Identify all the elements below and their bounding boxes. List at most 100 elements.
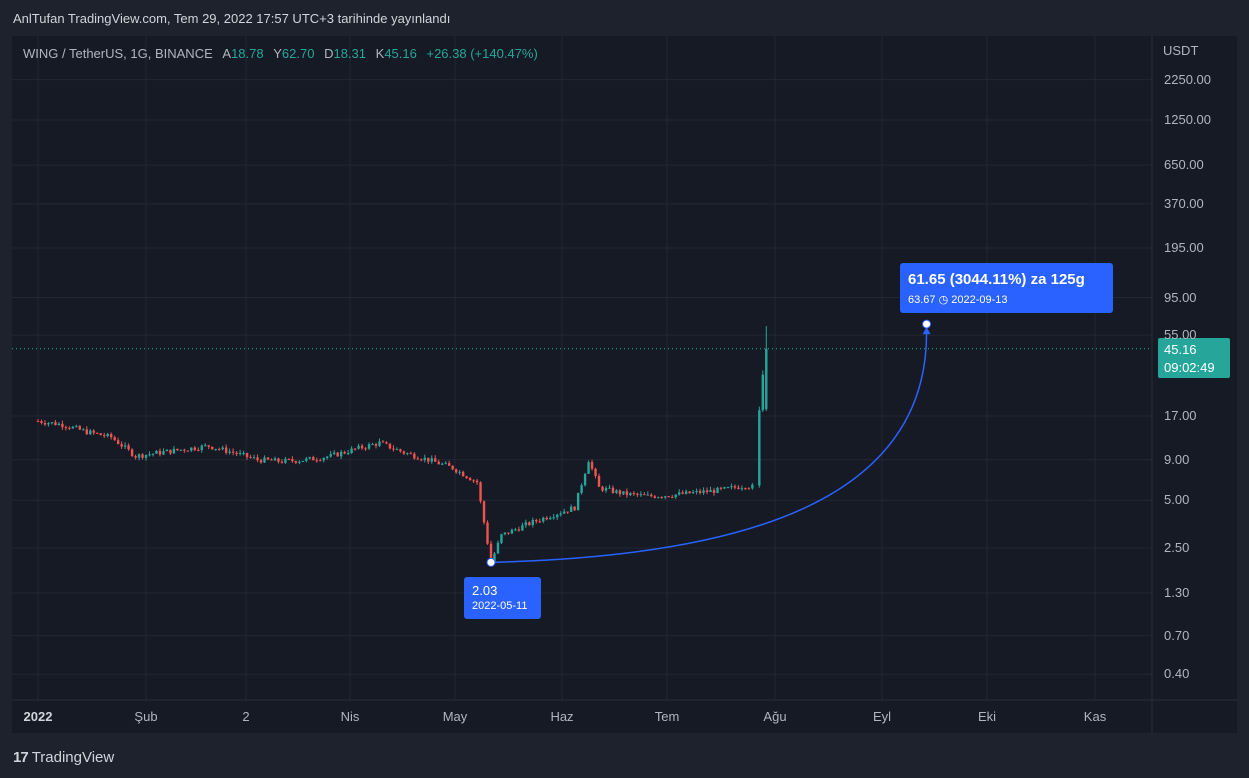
candle-body — [420, 459, 423, 461]
candle-body — [489, 543, 493, 563]
candle-body — [562, 511, 566, 514]
candle-body — [716, 487, 719, 494]
close-value: 45.16 — [384, 46, 417, 61]
symbol-name: WING / TetherUS, 1G, BINANCE — [23, 46, 213, 61]
candle-body — [594, 468, 597, 476]
candle-body — [684, 491, 688, 494]
candle-body — [566, 511, 569, 513]
candle-body — [378, 441, 381, 446]
candle-body — [350, 448, 353, 454]
candle-body — [381, 441, 385, 443]
candle-body — [273, 458, 277, 461]
candle-body — [747, 488, 751, 490]
candle-body — [231, 451, 235, 453]
candle-body — [82, 429, 85, 431]
candle-body — [259, 460, 263, 463]
candle-body — [165, 449, 169, 452]
tradingview-mark-icon: 17 — [13, 748, 29, 766]
candle-body — [538, 521, 541, 523]
candle-body — [597, 475, 601, 487]
chart-area[interactable] — [12, 36, 1237, 733]
x-tick-label: Ağu — [763, 709, 787, 724]
candle-body — [116, 440, 120, 445]
candle-body — [332, 452, 336, 454]
candle-body — [197, 449, 200, 451]
candle-body — [671, 496, 674, 498]
candle-body — [43, 422, 47, 425]
candle-body — [326, 456, 329, 458]
candle-body — [761, 374, 764, 411]
candle-body — [68, 427, 71, 429]
candle-body — [78, 426, 82, 430]
candle-body — [646, 494, 650, 496]
candle-body — [92, 430, 95, 433]
start-callout[interactable]: 2.03 2022-05-11 — [464, 577, 541, 619]
y-tick-label: 650.00 — [1164, 157, 1204, 173]
candle-body — [148, 454, 151, 456]
candle-body — [531, 520, 535, 526]
candle-body — [346, 453, 350, 455]
y-tick-label: 5.00 — [1164, 492, 1190, 508]
candle-body — [109, 433, 113, 438]
candle-body — [256, 457, 259, 461]
candle-body — [698, 490, 702, 493]
candle-body — [315, 460, 318, 462]
candle-body — [242, 453, 245, 455]
candles — [36, 326, 768, 564]
target-callout[interactable]: 61.65 (3044.11%) za 125g 63.67 ◷ 2022-09… — [900, 263, 1113, 313]
candle-body — [364, 448, 367, 450]
candle-body — [322, 457, 325, 461]
candle-body — [211, 446, 214, 450]
y-tick-label: 195.00 — [1164, 239, 1204, 255]
candle-body — [559, 513, 562, 515]
candle-body — [639, 494, 643, 496]
candle-body — [301, 460, 305, 462]
candle-body — [643, 494, 646, 496]
candle-body — [141, 454, 144, 458]
candle-body — [681, 492, 684, 494]
x-tick-label: 2 — [242, 709, 250, 724]
candle-body — [120, 444, 123, 447]
candle-body — [712, 489, 716, 494]
candle-body — [284, 458, 287, 463]
candle-body — [441, 463, 444, 465]
target-point — [922, 319, 932, 329]
candle-body — [127, 445, 130, 450]
x-tick-label: 2022 — [23, 709, 53, 724]
candle-body — [552, 517, 555, 519]
projection-arrow — [922, 327, 931, 335]
candle-body — [312, 457, 315, 461]
candle-body — [224, 447, 228, 453]
candle-body — [569, 506, 573, 512]
candle-body — [625, 491, 629, 496]
candle-body — [329, 453, 332, 457]
candle-body — [535, 520, 538, 522]
candle-body — [674, 494, 677, 498]
candle-body — [40, 421, 43, 423]
candle-body — [388, 443, 392, 449]
target-price: 63.67 — [908, 294, 936, 306]
candle-body — [85, 429, 88, 435]
projection-curve — [490, 333, 928, 564]
candle-body — [524, 522, 528, 526]
tradingview-logo[interactable]: 17 TradingView — [13, 746, 114, 768]
candle-body — [521, 525, 524, 531]
high-label: Y — [273, 46, 282, 61]
candle-body — [416, 458, 420, 460]
candle-body — [176, 448, 179, 451]
start-price: 2.03 — [472, 583, 498, 598]
clock-icon: ◷ — [938, 294, 949, 306]
candle-body — [179, 449, 183, 451]
candle-body — [64, 427, 68, 429]
x-tick-label: Eyl — [872, 709, 892, 724]
candle-body — [632, 493, 636, 495]
y-tick-label: 1.30 — [1164, 585, 1190, 601]
target-detail: 63.67 ◷ 2022-09-13 — [908, 293, 1008, 306]
candle-body — [709, 489, 712, 493]
candle-body — [169, 449, 172, 454]
candle-body — [343, 451, 346, 454]
candle-body — [510, 529, 514, 534]
x-tick-label: Kas — [1083, 709, 1107, 724]
candle-body — [447, 463, 451, 466]
